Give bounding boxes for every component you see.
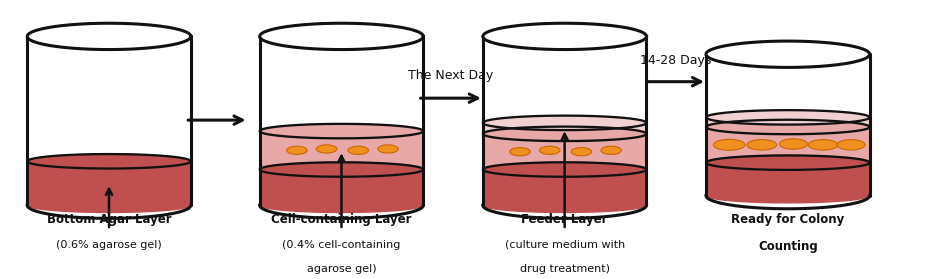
Polygon shape <box>260 162 423 177</box>
Text: (culture medium with: (culture medium with <box>504 240 625 249</box>
Polygon shape <box>483 127 646 141</box>
Ellipse shape <box>780 139 807 149</box>
Polygon shape <box>260 198 423 213</box>
Bar <box>27 161 191 205</box>
Text: drug treatment): drug treatment) <box>519 264 610 274</box>
Bar <box>260 131 423 170</box>
Polygon shape <box>27 198 191 213</box>
Text: 14-28 Days: 14-28 Days <box>640 54 711 67</box>
Text: (0.4% cell-containing: (0.4% cell-containing <box>282 240 401 249</box>
Ellipse shape <box>287 146 307 155</box>
Ellipse shape <box>540 146 560 155</box>
Polygon shape <box>706 120 870 134</box>
Polygon shape <box>706 120 870 134</box>
Ellipse shape <box>601 146 621 155</box>
Text: agarose gel): agarose gel) <box>306 264 376 274</box>
Ellipse shape <box>572 148 591 156</box>
Ellipse shape <box>747 140 777 150</box>
Polygon shape <box>483 127 646 141</box>
Ellipse shape <box>317 145 337 153</box>
Text: (0.6% agarose gel): (0.6% agarose gel) <box>56 240 162 249</box>
Polygon shape <box>260 23 423 50</box>
Ellipse shape <box>837 140 865 150</box>
Polygon shape <box>483 198 646 213</box>
Polygon shape <box>706 41 870 68</box>
Ellipse shape <box>808 140 838 150</box>
Text: Feeder Layer: Feeder Layer <box>521 213 608 227</box>
Text: The Next Day: The Next Day <box>408 69 493 82</box>
Polygon shape <box>483 162 646 177</box>
Polygon shape <box>706 110 870 125</box>
Ellipse shape <box>348 146 368 155</box>
Bar <box>483 123 646 134</box>
Text: Ready for Colony: Ready for Colony <box>731 213 844 227</box>
Polygon shape <box>260 162 423 177</box>
Ellipse shape <box>377 145 398 153</box>
Polygon shape <box>483 116 646 130</box>
Text: Counting: Counting <box>757 240 817 252</box>
Polygon shape <box>706 155 870 170</box>
Polygon shape <box>483 162 646 177</box>
Bar <box>483 134 646 170</box>
Bar <box>706 163 870 196</box>
Polygon shape <box>27 154 191 169</box>
Polygon shape <box>27 23 191 50</box>
Text: Cell-containing Layer: Cell-containing Layer <box>271 213 412 227</box>
Bar <box>483 170 646 205</box>
Bar <box>706 117 870 127</box>
Ellipse shape <box>714 139 745 150</box>
Bar <box>260 170 423 205</box>
Text: Bottom Agar Layer: Bottom Agar Layer <box>47 213 171 227</box>
Bar <box>706 127 870 163</box>
Polygon shape <box>706 155 870 170</box>
Polygon shape <box>260 124 423 138</box>
Polygon shape <box>483 23 646 50</box>
Polygon shape <box>706 188 870 203</box>
Ellipse shape <box>510 148 531 156</box>
